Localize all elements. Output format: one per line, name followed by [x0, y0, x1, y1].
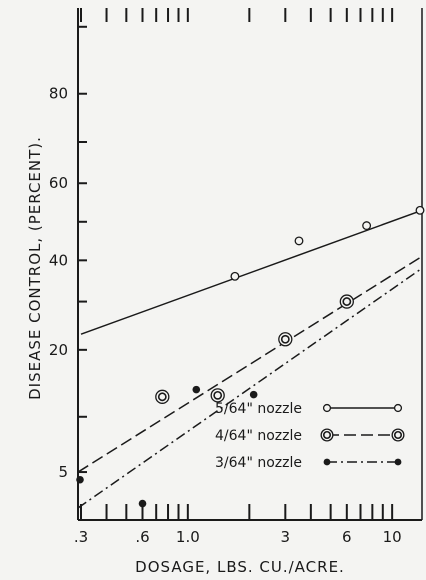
- data-point-series-2: [155, 389, 170, 404]
- legend-label: 4/64" nozzle: [215, 428, 302, 444]
- y-tick-label: 20: [49, 341, 68, 359]
- marker-inner-ring: [280, 334, 290, 344]
- legend-marker-left: [322, 403, 332, 413]
- data-point-series-3: [138, 499, 147, 508]
- data-point-series-1: [230, 271, 240, 281]
- x-tick-label: 1.0: [176, 528, 200, 546]
- legend-label: 5/64" nozzle: [215, 401, 302, 417]
- marker-outer-ring: [155, 389, 170, 404]
- legend-row-2: 4/64" nozzle: [215, 428, 405, 444]
- marker-inner-ring: [213, 390, 223, 400]
- legend-label: 3/64" nozzle: [215, 455, 302, 471]
- legend-marker-left: [320, 428, 334, 442]
- marker-outer-ring: [278, 332, 293, 347]
- legend-marker-left: [323, 458, 331, 466]
- data-point-series-1: [415, 205, 425, 215]
- x-tick-label: 10: [383, 528, 402, 546]
- legend-row-3: 3/64" nozzle: [215, 455, 402, 471]
- legend-row-1: 5/64" nozzle: [215, 401, 403, 417]
- marker-outer-ring: [339, 294, 354, 309]
- y-tick-label: 80: [49, 85, 68, 103]
- legend-marker-right: [391, 428, 405, 442]
- marker-outer-ring: [320, 428, 334, 442]
- y-tick-label: 5: [58, 463, 68, 481]
- marker-inner-ring: [393, 430, 403, 440]
- y-tick-label: 40: [49, 251, 68, 269]
- marker-inner-ring: [342, 297, 352, 306]
- tick-labels: .3 .6 1.0 3 6 10 5 20 40 60 80: [49, 85, 402, 546]
- legend: 5/64" nozzle 4/64" nozzle 3/64" nozzle: [215, 401, 405, 471]
- fit-line-series-1: [80, 209, 422, 335]
- x-tick-label: .6: [135, 528, 149, 546]
- data-point-series-1: [294, 236, 304, 246]
- data-point-series-2: [210, 388, 225, 403]
- data-point-series-3: [249, 390, 258, 399]
- x-axis-title: DOSAGE, LBS. CU./ACRE.: [135, 558, 345, 576]
- fit-line-series-3: [78, 267, 422, 509]
- axis-ticks: [78, 8, 394, 520]
- fit-lines: [78, 209, 422, 509]
- legend-marker-right: [394, 458, 402, 466]
- y-axis-title: DISEASE CONTROL, (PERCENT).: [26, 136, 44, 400]
- y-tick-label: 60: [49, 174, 68, 192]
- data-point-series-3: [76, 475, 84, 484]
- data-point-series-3: [192, 385, 201, 394]
- data-point-series-2: [278, 332, 293, 347]
- data-point-series-1: [362, 221, 372, 231]
- marker-inner-ring: [322, 430, 332, 440]
- marker-inner-ring: [157, 392, 167, 402]
- data-point-series-2: [339, 294, 354, 309]
- x-tick-label: 6: [342, 528, 352, 546]
- x-tick-label: .3: [74, 528, 88, 546]
- marker-outer-ring: [391, 428, 405, 442]
- legend-marker-right: [393, 403, 403, 413]
- data-points: [76, 205, 425, 508]
- marker-outer-ring: [210, 388, 225, 403]
- x-tick-label: 3: [281, 528, 291, 546]
